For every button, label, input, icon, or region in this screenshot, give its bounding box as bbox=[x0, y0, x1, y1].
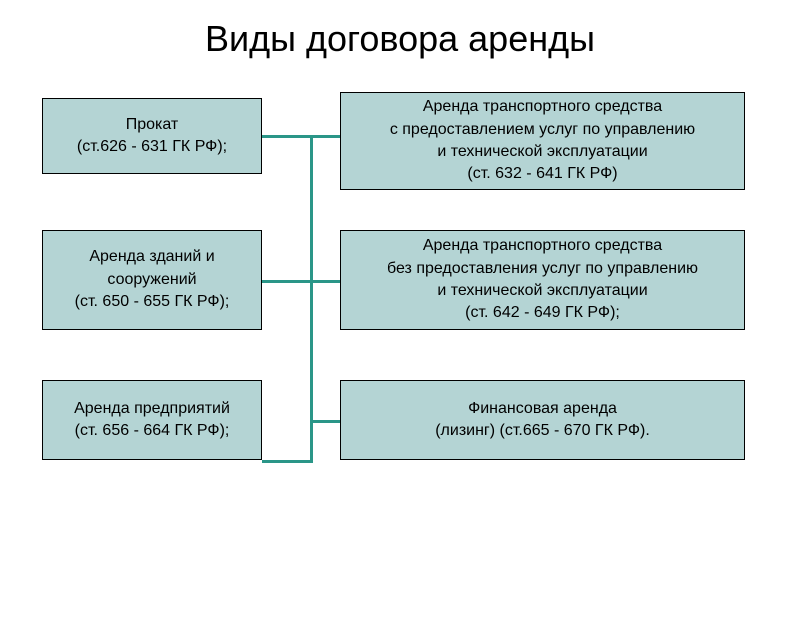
box-text: с предоставлением услуг по управлению bbox=[390, 119, 695, 141]
diagram-area: Прокат (ст.626 - 631 ГК РФ); Аренда здан… bbox=[0, 80, 800, 580]
branch-connector bbox=[262, 135, 340, 138]
box-text: (лизинг) (ст.665 - 670 ГК РФ). bbox=[435, 420, 650, 442]
branch-connector bbox=[310, 420, 340, 423]
box-text: и технической эксплуатации bbox=[437, 141, 647, 163]
box-text: Прокат bbox=[126, 114, 179, 136]
branch-connector bbox=[262, 460, 313, 463]
spine-connector bbox=[310, 135, 313, 460]
box-text: Финансовая аренда bbox=[468, 398, 617, 420]
box-text: Аренда транспортного средства bbox=[423, 235, 662, 257]
box-text: (ст.626 - 631 ГК РФ); bbox=[77, 136, 227, 158]
page-title: Виды договора аренды bbox=[0, 18, 800, 60]
box-text: и технической эксплуатации bbox=[437, 280, 647, 302]
box-text: (ст. 632 - 641 ГК РФ) bbox=[467, 163, 617, 185]
box-text: Аренда транспортного средства bbox=[423, 96, 662, 118]
box-vehicle-with-services: Аренда транспортного средства с предоста… bbox=[340, 92, 745, 190]
box-rental: Прокат (ст.626 - 631 ГК РФ); bbox=[42, 98, 262, 174]
box-text: (ст. 650 - 655 ГК РФ); bbox=[75, 291, 230, 313]
box-text: без предоставления услуг по управлению bbox=[387, 258, 698, 280]
box-financial-lease: Финансовая аренда (лизинг) (ст.665 - 670… bbox=[340, 380, 745, 460]
box-text: сооружений bbox=[107, 269, 196, 291]
box-text: Аренда зданий и bbox=[89, 246, 214, 268]
branch-connector bbox=[262, 280, 340, 283]
box-buildings: Аренда зданий и сооружений (ст. 650 - 65… bbox=[42, 230, 262, 330]
box-text: (ст. 656 - 664 ГК РФ); bbox=[75, 420, 230, 442]
box-text: Аренда предприятий bbox=[74, 398, 230, 420]
box-text: (ст. 642 - 649 ГК РФ); bbox=[465, 302, 620, 324]
box-vehicle-without-services: Аренда транспортного средства без предос… bbox=[340, 230, 745, 330]
box-enterprises: Аренда предприятий (ст. 656 - 664 ГК РФ)… bbox=[42, 380, 262, 460]
